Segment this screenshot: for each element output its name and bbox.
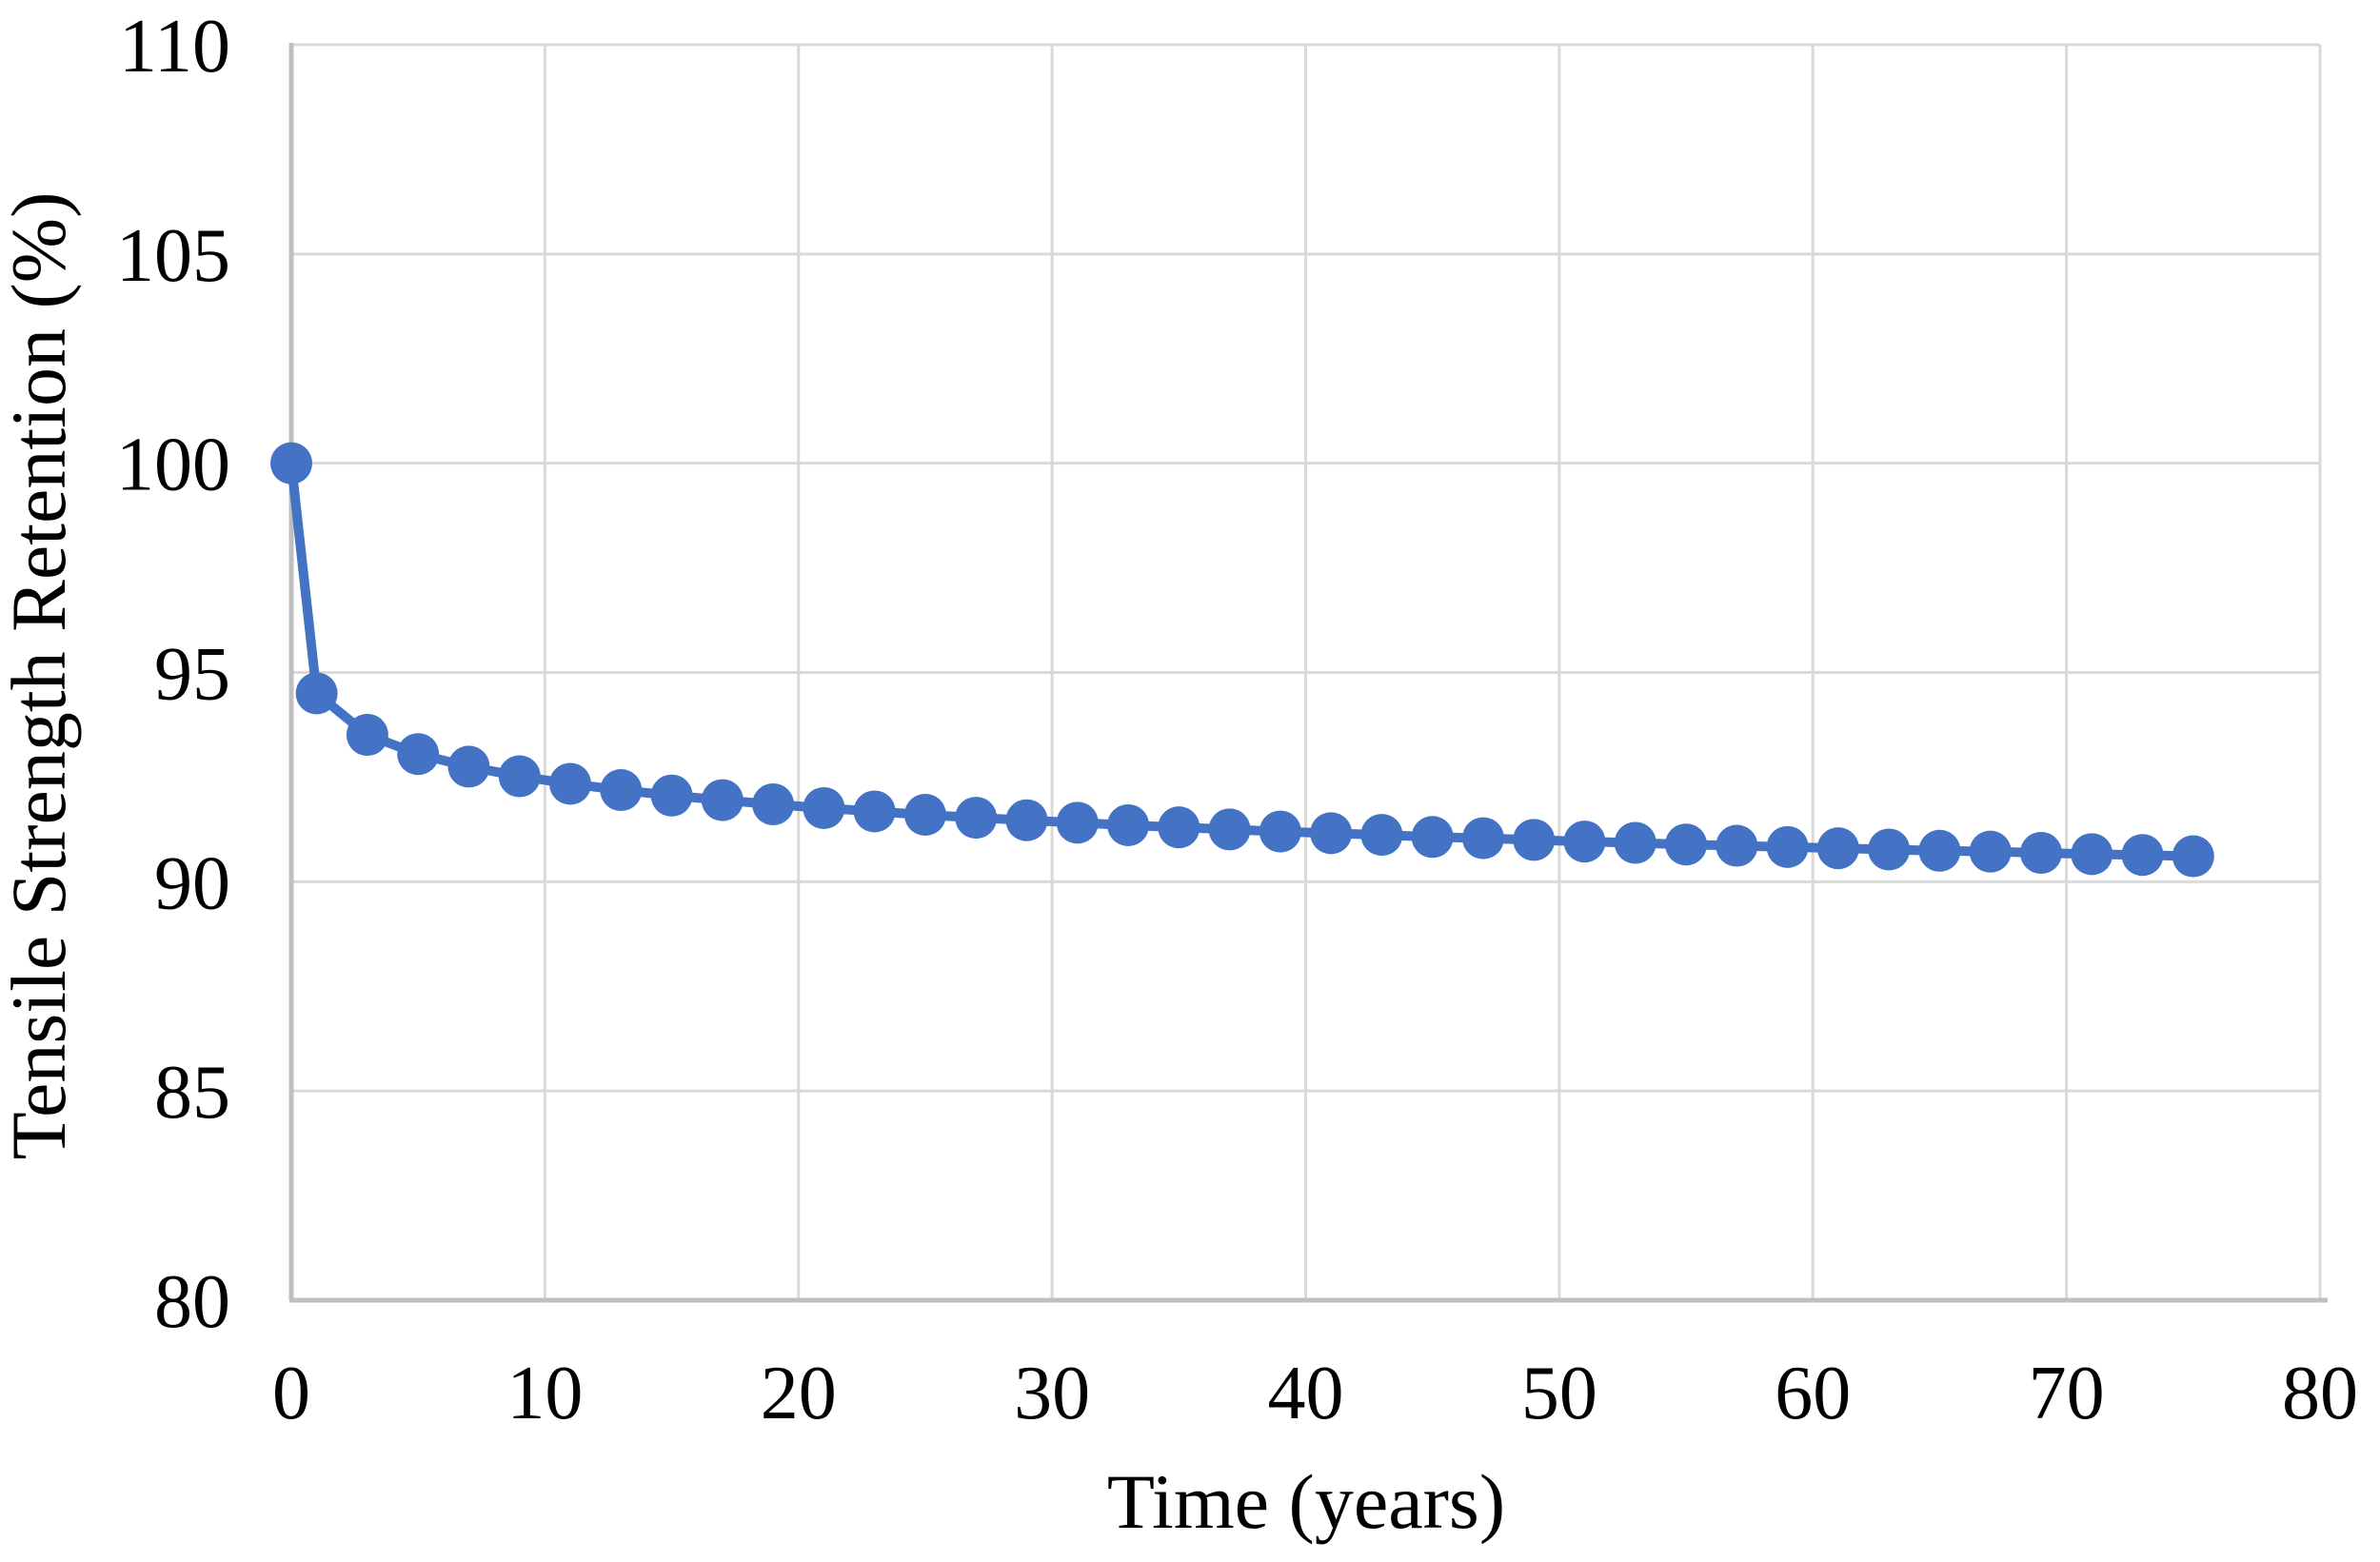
x-tick-label: 60 — [1775, 1352, 1851, 1435]
data-point — [1918, 829, 1961, 872]
data-point — [1107, 803, 1150, 846]
data-point — [1005, 799, 1048, 841]
y-tick-label: 105 — [116, 214, 230, 298]
gridlines — [291, 43, 2322, 1300]
data-point — [2172, 835, 2214, 878]
data-point — [1816, 827, 1859, 870]
y-axis-title: Tensile Strength Retention (%) — [0, 192, 82, 1160]
data-point — [2071, 833, 2113, 876]
x-tick-label: 80 — [2282, 1352, 2358, 1435]
x-tick-label: 20 — [761, 1352, 837, 1435]
y-axis-tick-labels: 80 85 90 95 100 105 110 — [116, 5, 230, 1344]
y-tick-label: 95 — [154, 633, 230, 717]
data-point — [1868, 828, 1911, 871]
data-point — [1513, 819, 1556, 861]
data-point — [1310, 812, 1353, 855]
data-point — [853, 790, 896, 833]
data-point — [650, 774, 693, 817]
data-point — [1716, 824, 1758, 867]
data-point — [955, 797, 998, 840]
x-tick-label: 50 — [1521, 1352, 1597, 1435]
data-point — [1969, 830, 2012, 873]
data-point — [1360, 814, 1403, 857]
data-point — [1665, 823, 1708, 866]
data-point — [752, 782, 795, 825]
data-point — [1208, 808, 1251, 851]
data-point — [346, 714, 388, 757]
x-axis-title: Time (years) — [1107, 1458, 1505, 1545]
x-tick-label: 30 — [1014, 1352, 1090, 1435]
data-point — [498, 755, 541, 798]
axis-lines — [288, 43, 2328, 1303]
x-tick-label: 0 — [272, 1352, 310, 1435]
data-point — [1411, 816, 1454, 859]
data-point — [803, 786, 845, 829]
data-point — [1461, 817, 1504, 860]
y-tick-label: 110 — [119, 5, 230, 89]
data-point — [1766, 825, 1809, 868]
data-point — [1614, 821, 1656, 864]
y-tick-label: 80 — [154, 1260, 230, 1344]
data-point — [600, 769, 643, 812]
data-point — [1563, 821, 1606, 863]
data-point — [447, 745, 490, 788]
data-series — [270, 442, 2214, 878]
data-point — [903, 793, 946, 836]
x-axis-tick-labels: 0 10 20 30 40 50 60 70 80 — [272, 1352, 2358, 1435]
y-tick-label: 85 — [154, 1051, 230, 1135]
data-point — [2019, 831, 2062, 874]
data-point — [270, 442, 312, 484]
data-point — [295, 672, 338, 715]
data-point — [1158, 806, 1200, 849]
x-tick-label: 40 — [1268, 1352, 1344, 1435]
data-point — [2121, 834, 2164, 877]
data-point — [549, 762, 592, 805]
y-tick-label: 90 — [154, 841, 230, 925]
y-tick-label: 100 — [116, 424, 230, 507]
x-tick-label: 10 — [506, 1352, 583, 1435]
data-point — [701, 779, 744, 821]
data-point — [1056, 801, 1099, 844]
data-point — [1259, 810, 1301, 853]
data-point — [397, 733, 440, 776]
x-tick-label: 70 — [2029, 1352, 2105, 1435]
